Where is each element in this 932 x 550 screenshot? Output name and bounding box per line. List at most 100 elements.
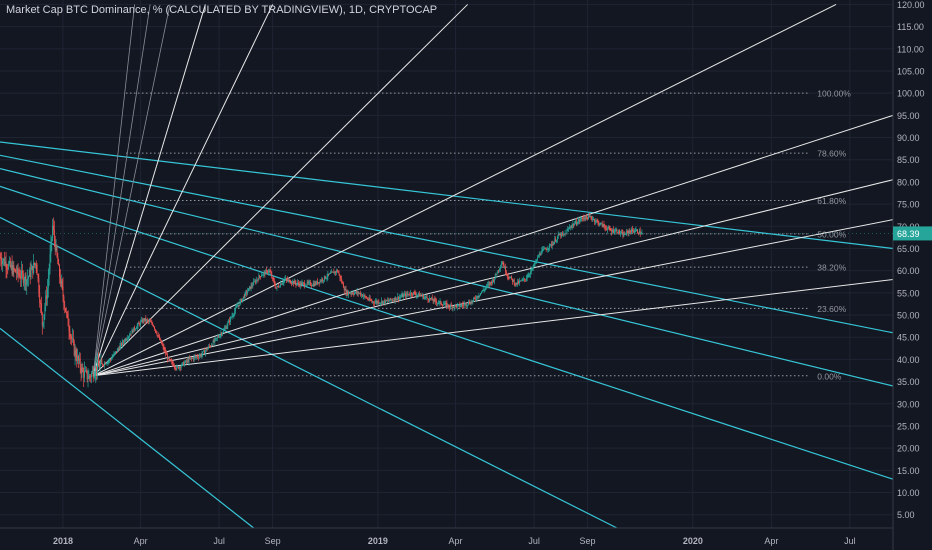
- candle-body: [602, 224, 604, 227]
- candle-body: [211, 345, 213, 347]
- candle-body: [401, 294, 403, 297]
- candle-body: [638, 232, 639, 234]
- fib-level-label: 23.60%: [817, 304, 846, 314]
- candle-body: [385, 300, 387, 304]
- x-tick-label: 2020: [683, 536, 703, 546]
- candle-body: [267, 272, 269, 273]
- fib-level-label: 100.00%: [817, 89, 851, 99]
- fib-retracement[interactable]: 100.00% 78.60% 61.80% 50.00% 38.20% 23.60% 0.0…: [125, 89, 851, 382]
- candle-body: [397, 296, 399, 299]
- candle-body: [581, 217, 582, 220]
- candle-body: [117, 348, 119, 350]
- candle-body: [284, 279, 286, 281]
- channel-lines[interactable]: [0, 141, 894, 529]
- candle-body: [638, 230, 640, 234]
- candle-body: [95, 366, 97, 375]
- candle-body: [532, 265, 534, 269]
- candle-body: [396, 298, 398, 300]
- candle-body: [15, 272, 17, 274]
- candle-body: [600, 222, 601, 225]
- candle-body: [5, 261, 7, 269]
- candle-body: [403, 294, 405, 298]
- y-tick-label: 80.00: [897, 177, 920, 187]
- y-tick-label: 75.00: [897, 200, 920, 210]
- candle-body: [478, 295, 480, 297]
- candle-body: [91, 373, 92, 378]
- candle-body: [330, 271, 332, 274]
- candle-body: [292, 281, 293, 284]
- candle-body: [27, 278, 29, 281]
- candle-body: [632, 230, 634, 233]
- candle-body: [411, 294, 413, 296]
- candle-body: [574, 223, 576, 226]
- candle-body: [72, 338, 74, 342]
- y-tick-label: 65.00: [897, 244, 920, 254]
- candle-body: [328, 273, 330, 275]
- candle-body: [166, 353, 167, 355]
- candle-body: [474, 298, 476, 300]
- candle-body: [97, 361, 99, 366]
- candle-body: [516, 282, 518, 285]
- candle-body: [192, 358, 194, 360]
- candle-body: [261, 275, 263, 276]
- candle-body: [625, 234, 626, 236]
- candle-body: [317, 281, 318, 284]
- fan-ray-dim: [92, 4, 171, 376]
- candle-body: [279, 286, 280, 288]
- candle-body: [474, 297, 475, 299]
- candle-body: [282, 282, 284, 284]
- candle-body: [411, 292, 413, 295]
- candle-body: [614, 230, 616, 233]
- candle-body: [3, 258, 4, 261]
- candle-body: [119, 345, 121, 350]
- candle-body: [41, 312, 43, 326]
- candle-body: [573, 223, 575, 226]
- candle-body: [450, 304, 452, 306]
- candle-body: [374, 302, 375, 304]
- candle-body: [49, 254, 51, 269]
- candle-body: [263, 272, 265, 274]
- candle-body: [215, 337, 217, 339]
- candle-body: [617, 232, 619, 234]
- candle-body: [10, 265, 12, 267]
- candle-body: [167, 357, 169, 360]
- candle-body: [260, 275, 262, 277]
- candle-body: [67, 314, 69, 327]
- candle-body: [634, 231, 636, 233]
- candle-body: [71, 336, 73, 339]
- candle-body: [103, 365, 104, 366]
- candle-body: [209, 345, 211, 347]
- fan-ray-dim: [92, 4, 151, 376]
- candle-body: [390, 298, 392, 300]
- candle-body: [540, 254, 542, 255]
- candle-body: [309, 282, 311, 284]
- candle-body: [46, 295, 48, 299]
- fib-fan[interactable]: [92, 3, 894, 377]
- candle-body: [317, 282, 319, 284]
- candle-body: [232, 315, 234, 317]
- candle-body: [621, 232, 623, 234]
- candle-body: [381, 300, 383, 304]
- candle-body: [259, 275, 261, 277]
- candle-body: [204, 350, 206, 354]
- candle-body: [400, 296, 402, 298]
- candle-body: [181, 363, 183, 366]
- candle-body: [250, 285, 252, 289]
- candle-body: [219, 335, 221, 338]
- candle-body: [493, 279, 494, 282]
- candle-body: [58, 263, 60, 266]
- candle-body: [191, 358, 192, 359]
- candle-body: [587, 215, 589, 220]
- candle-body: [173, 366, 175, 368]
- candle-body: [84, 370, 86, 372]
- candle-body: [124, 339, 126, 342]
- candle-body: [108, 360, 110, 362]
- candle-body: [2, 260, 4, 264]
- candle-body: [395, 297, 397, 300]
- y-tick-label: 40.00: [897, 355, 920, 365]
- candle-body: [165, 350, 167, 354]
- candle-body: [380, 302, 381, 304]
